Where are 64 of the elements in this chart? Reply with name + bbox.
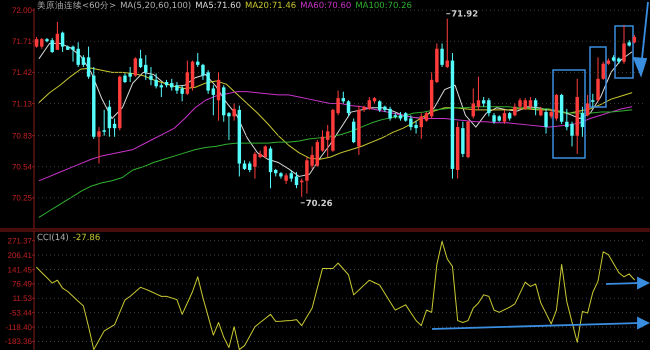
candlestick [290,169,294,182]
candlestick [108,100,112,138]
candlestick [352,118,356,144]
candlestick [502,109,506,124]
candlestick [539,106,543,117]
candlestick [71,45,75,62]
candlestick [565,108,569,131]
candlestick [440,42,444,68]
text: MA100:70.26 [355,1,412,11]
candlestick [586,94,590,117]
candlestick [300,178,304,198]
candlestick [232,102,236,122]
chart-title: MA(5,20,60,100) [120,1,192,11]
chart-title: 美原油连续<60分> [37,0,116,11]
candlestick [201,63,205,80]
text: MA5:71.60 [195,1,241,11]
candlestick [112,118,116,138]
y-tick-label: 71.42 [12,68,33,78]
candlestick [446,18,449,69]
candlestick [128,66,132,83]
candlestick [336,90,340,116]
text: MA60:70.60 [300,1,352,11]
candlestick [102,109,106,136]
candlestick [253,151,257,180]
annotation: 71.92 [451,10,478,20]
text: MA20:71.46 [244,1,296,11]
candlestick [591,93,595,108]
candlestick [601,61,605,80]
y-tick-label: 70.54 [12,162,33,172]
candlestick [216,72,220,122]
candlestick [134,56,138,78]
annotation: 70.26 [306,198,333,209]
y-tick-label: 11.53 [12,294,33,304]
y-tick-label: 71.71 [12,37,33,46]
y-tick-label: -53.44 [9,308,33,318]
y-tick-label: 70.25 [12,194,33,203]
line-series [36,240,635,350]
chart-subtitle: -27.86 [72,233,100,243]
candlestick [580,106,584,138]
candlestick [60,31,64,52]
y-tick-label: 71.13 [12,99,33,108]
y-tick-label: 206.41 [8,250,33,260]
candlestick [248,160,252,173]
candlestick [186,60,190,96]
y-tick-label: 72.00 [12,6,33,15]
y-tick-label: -183.36 [4,337,33,346]
candlestick [342,91,346,104]
candlestick [56,21,60,50]
candlestick [180,84,184,102]
y-tick-label: 76.49 [12,280,33,289]
candlestick [534,98,538,116]
candlestick [420,112,423,140]
candlestick [196,52,200,68]
y-tick-label: 141.45 [8,265,33,274]
candlestick [513,102,517,117]
y-tick-label: -118.40 [5,322,33,332]
candlestick [284,172,288,184]
y-tick-label: 271.37 [8,236,33,246]
candlestick [414,120,418,134]
candlestick [149,66,153,86]
candlestick [50,38,54,54]
candlestick [305,156,309,194]
y-tick-label: 70.83 [12,131,33,140]
chart-title: CCI(14) [37,233,69,243]
